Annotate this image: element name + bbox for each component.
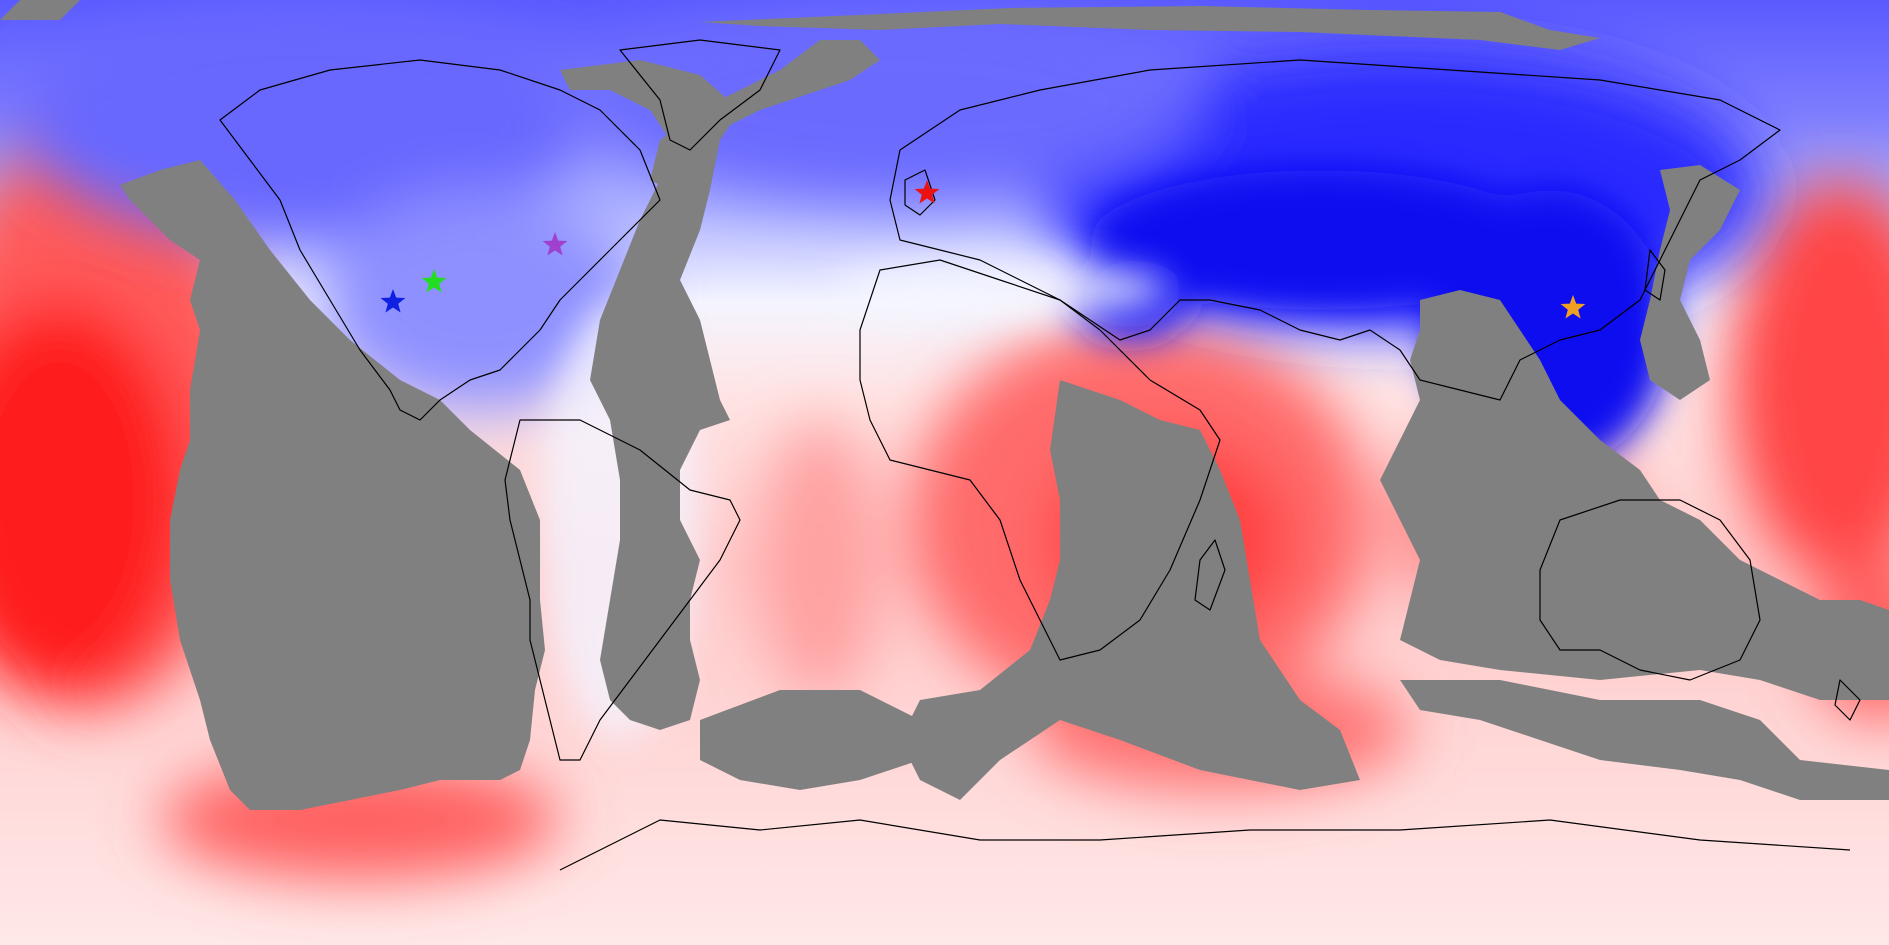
no-data-areas — [0, 0, 1889, 810]
australia-coast — [1539, 499, 1761, 681]
greenland-coast — [619, 39, 781, 151]
blue-star-marker — [380, 289, 406, 313]
british-isles-coast — [904, 169, 936, 216]
markers — [380, 180, 1586, 319]
madagascar-coast — [1194, 539, 1226, 611]
cape-horn-gap — [700, 690, 920, 790]
orange-star-marker — [1560, 295, 1586, 319]
pacific-east-gap — [120, 160, 545, 810]
east-asia-gap — [1640, 165, 1740, 400]
southern-gap — [1400, 680, 1889, 800]
new-zealand-coast — [1834, 679, 1861, 721]
antarctica-coast — [559, 819, 1851, 871]
atlantic-gap — [560, 60, 740, 730]
indonesia-gap — [1380, 290, 1889, 700]
coastlines — [219, 39, 1861, 871]
japan-coast — [1644, 249, 1666, 301]
greenland-gap — [650, 40, 880, 190]
green-star-marker — [421, 269, 447, 293]
north-america-coast — [219, 59, 661, 421]
purple-star-marker — [542, 232, 568, 256]
alaska-gap — [0, 0, 80, 20]
north-pole-strip — [700, 6, 1600, 50]
red-star-marker — [914, 180, 940, 204]
south-america-coast — [504, 419, 741, 761]
africa-coast — [859, 259, 1221, 661]
indian-ocean-gap — [900, 380, 1360, 800]
